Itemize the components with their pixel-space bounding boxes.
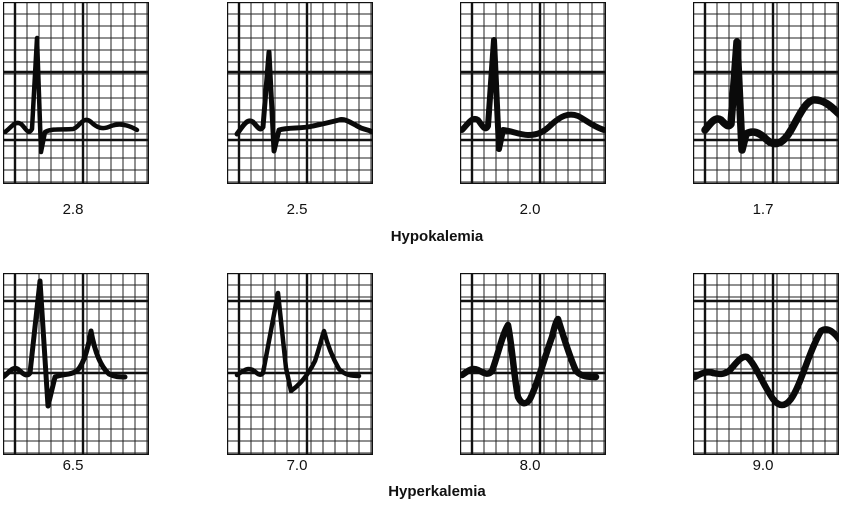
- ecg-grid: [227, 2, 373, 184]
- potassium-value-label: 1.7: [752, 201, 774, 218]
- potassium-value-label: 2.0: [519, 201, 541, 218]
- ecg-grid: [460, 2, 606, 184]
- potassium-value-label: 7.0: [286, 457, 308, 474]
- ecg-trace: [234, 290, 362, 394]
- ecg-trace: [701, 38, 839, 154]
- ecg-panel-hypokalemia-2-0: [460, 2, 606, 184]
- panel-frame: [227, 273, 373, 455]
- panel-frame: [693, 2, 839, 184]
- ecg-panel-hyperkalemia-9-0: [693, 273, 839, 455]
- ecg-panel-hypokalemia-2-8: [3, 2, 149, 184]
- ecg-trace: [460, 315, 600, 407]
- ecg-trace: [460, 37, 606, 152]
- ecg-trace: [3, 278, 128, 409]
- potassium-value-label: 2.8: [62, 201, 84, 218]
- hypokalemia-title: Hypokalemia: [390, 228, 484, 245]
- panel-frame: [3, 2, 149, 184]
- ecg-panel-hypokalemia-1-7: [693, 2, 839, 184]
- ecg-trace: [234, 49, 373, 154]
- potassium-value-label: 2.5: [286, 201, 308, 218]
- ecg-grid: [3, 2, 149, 184]
- hyperkalemia-title: Hyperkalemia: [388, 483, 486, 500]
- ecg-panel-hyperkalemia-6-5: [3, 273, 149, 455]
- potassium-value-label: 8.0: [519, 457, 541, 474]
- panel-frame: [3, 273, 149, 455]
- panel-frame: [460, 2, 606, 184]
- ecg-panel-hypokalemia-2-5: [227, 2, 373, 184]
- panel-frame: [693, 273, 839, 455]
- panel-frame: [227, 2, 373, 184]
- ecg-trace: [693, 326, 839, 409]
- ecg-trace: [3, 35, 140, 155]
- panel-frame: [460, 273, 606, 455]
- ecg-grid: [693, 2, 839, 184]
- ecg-panel-hyperkalemia-8-0: [460, 273, 606, 455]
- potassium-value-label: 6.5: [62, 457, 84, 474]
- potassium-value-label: 9.0: [752, 457, 774, 474]
- ecg-panel-hyperkalemia-7-0: [227, 273, 373, 455]
